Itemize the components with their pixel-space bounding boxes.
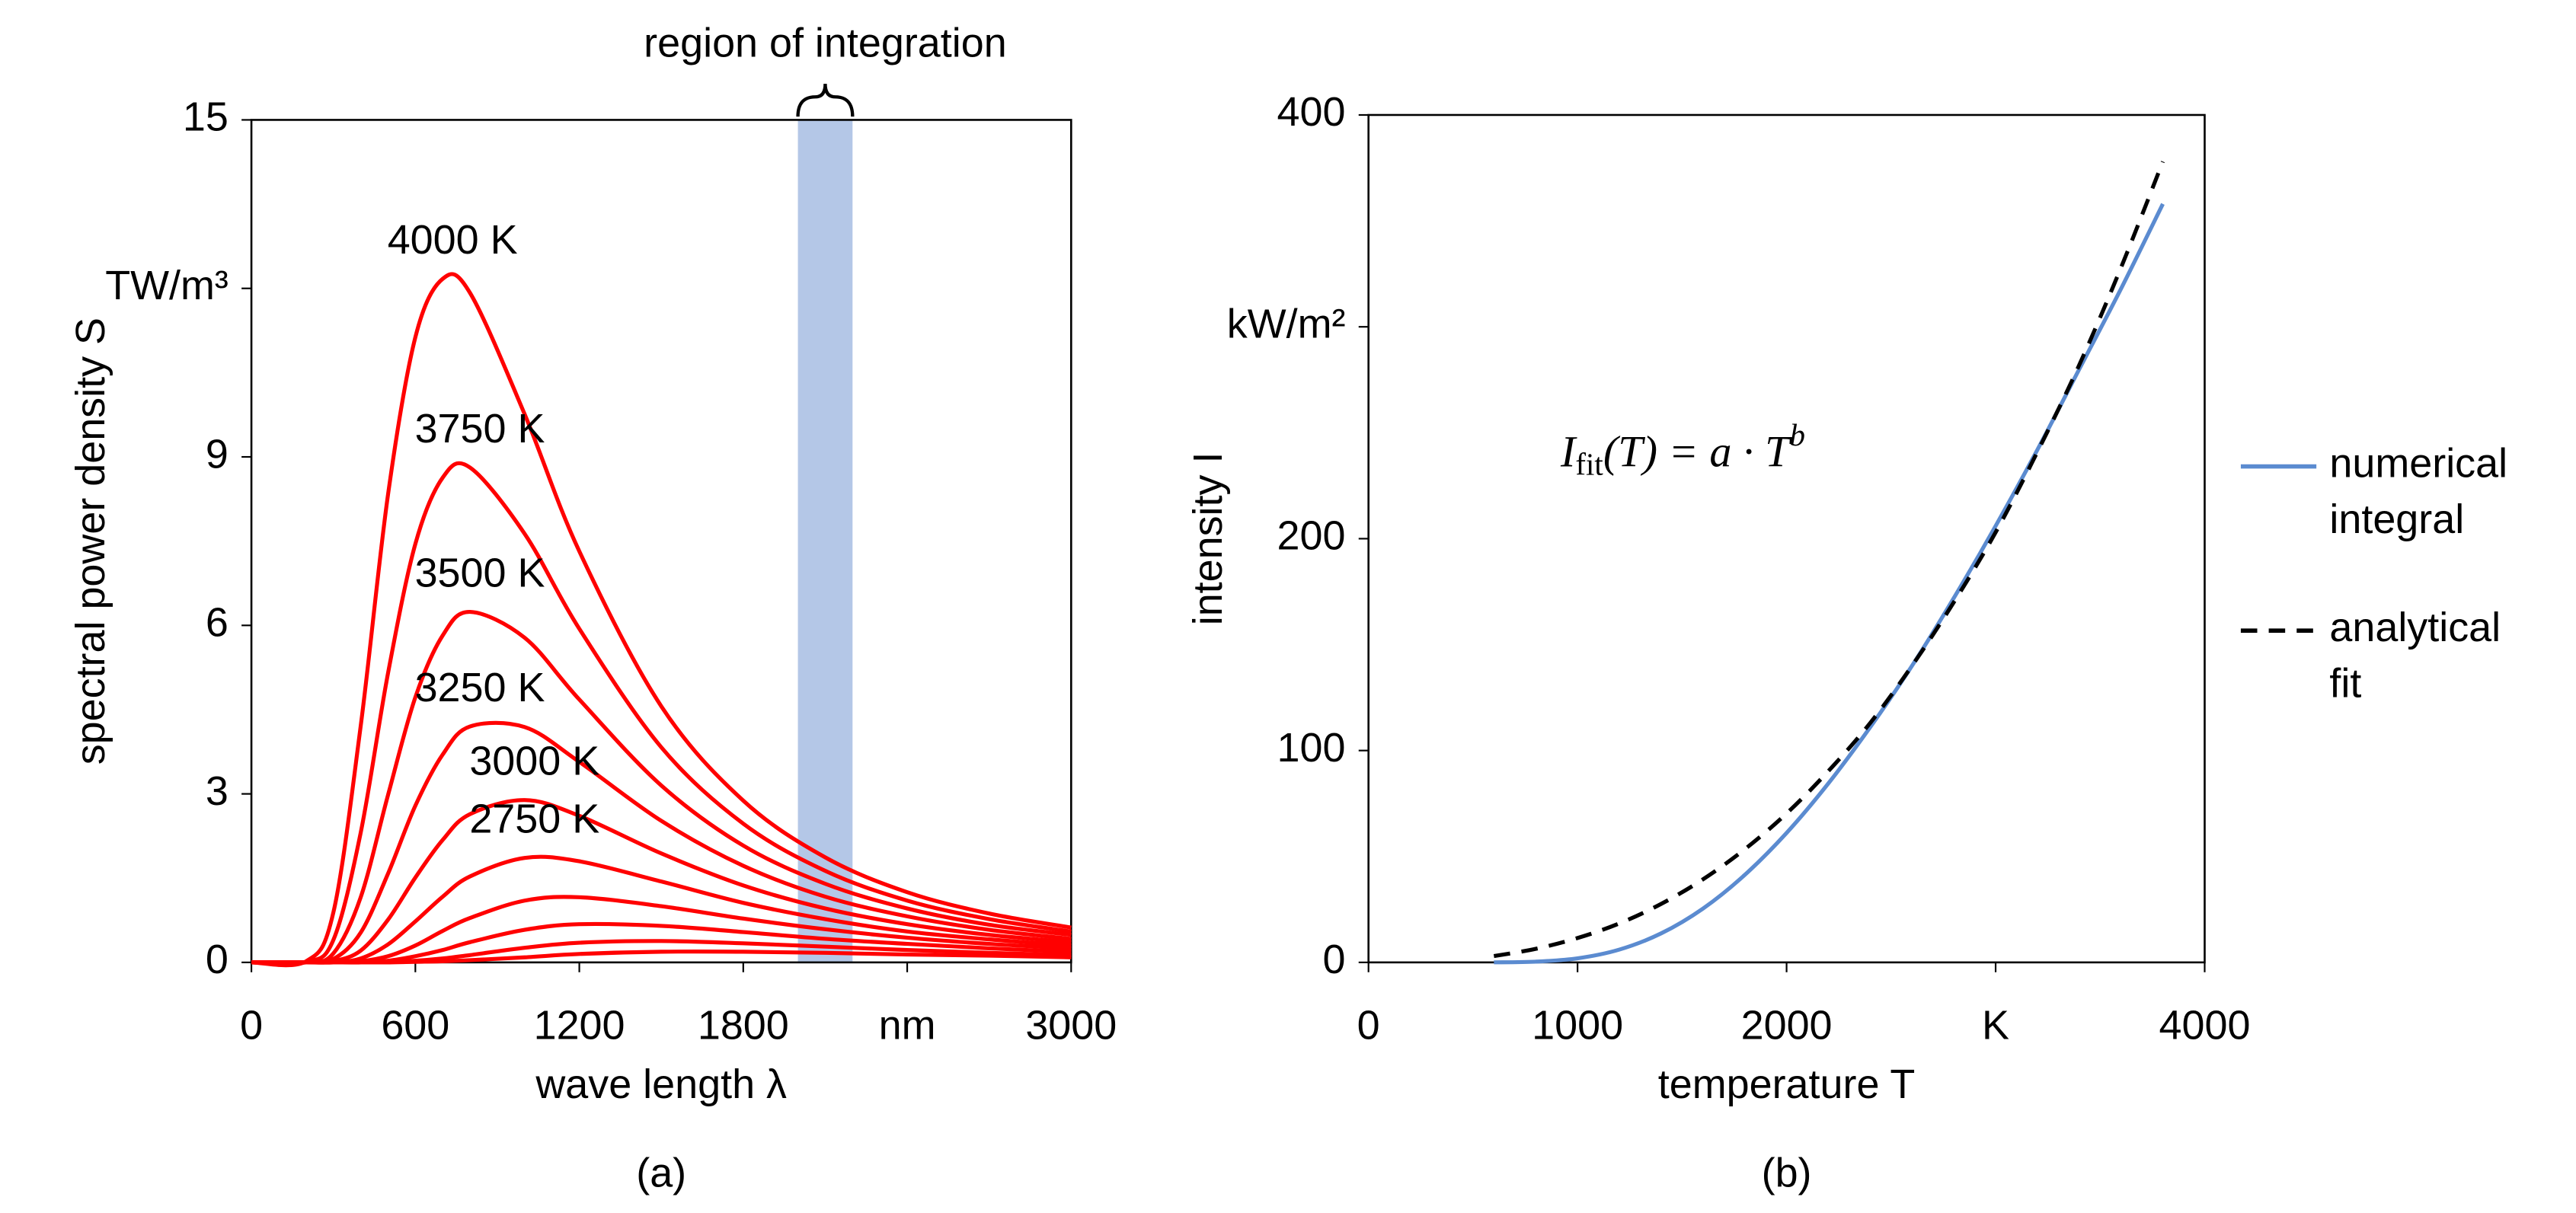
y-tick-label: TW/m³: [105, 263, 229, 308]
x-tick-label: nm: [879, 1002, 936, 1048]
x-tick-label: 1000: [1532, 1002, 1623, 1048]
curve-label: 2750 K: [469, 796, 599, 841]
x-axis-label: wave length λ: [535, 1061, 787, 1107]
x-tick-label: 1800: [698, 1002, 789, 1048]
x-tick-label: 0: [1357, 1002, 1380, 1048]
curve-label: 3500 K: [415, 550, 545, 595]
y-tick-label: 0: [206, 937, 229, 982]
panel-caption: (a): [636, 1150, 686, 1195]
panel-caption: (b): [1762, 1150, 1812, 1195]
curve-label: 3750 K: [415, 406, 545, 452]
x-tick-label: 4000: [2159, 1002, 2251, 1048]
formula-base: I: [1560, 427, 1577, 477]
formula-sub: fit: [1575, 447, 1603, 482]
y-tick-label: kW/m²: [1227, 301, 1346, 346]
x-tick-label: 1200: [534, 1002, 625, 1048]
curve-label: 3000 K: [469, 738, 599, 784]
curve-label: 4000 K: [388, 217, 518, 263]
y-tick-label: 3: [206, 768, 229, 814]
x-axis-label: temperature T: [1658, 1061, 1916, 1107]
data-line: [251, 798, 1072, 965]
y-axis-label: spectral power density S: [68, 318, 113, 765]
formula-sup: b: [1790, 417, 1805, 452]
x-tick-label: 600: [381, 1002, 449, 1048]
curve-label: 3250 K: [415, 665, 545, 710]
legend-label: numerical integral: [2329, 441, 2507, 542]
fit-formula: Ifit(T) = a · Tb: [1560, 417, 1805, 482]
y-tick-label: 0: [1323, 937, 1346, 982]
y-axis-label: intensity I: [1185, 452, 1231, 626]
data-line: [1494, 203, 2165, 965]
region-label: region of integration: [644, 21, 1007, 66]
y-tick-label: 200: [1277, 513, 1346, 559]
y-tick-label: 400: [1277, 89, 1346, 135]
data-line: [251, 720, 1072, 965]
data-line: [251, 461, 1072, 966]
y-tick-label: 15: [183, 94, 229, 140]
x-tick-label: K: [1982, 1002, 2009, 1048]
data-line: [251, 272, 1072, 968]
y-tick-label: 100: [1277, 725, 1346, 771]
data-line: [251, 610, 1072, 966]
y-tick-label: 9: [206, 431, 229, 477]
x-tick-label: 3000: [1025, 1002, 1117, 1048]
integration-region: [797, 120, 853, 962]
formula-mid: (T) = a · T: [1603, 427, 1792, 477]
data-line: [1493, 161, 2165, 959]
y-tick-label: 6: [206, 600, 229, 646]
plot-frame: [250, 119, 1072, 964]
data-line: [251, 949, 1072, 965]
x-tick-label: 2000: [1741, 1002, 1833, 1048]
brace: [796, 83, 855, 117]
legend-label: analytical fit: [2329, 605, 2501, 706]
x-tick-label: 0: [240, 1002, 263, 1048]
